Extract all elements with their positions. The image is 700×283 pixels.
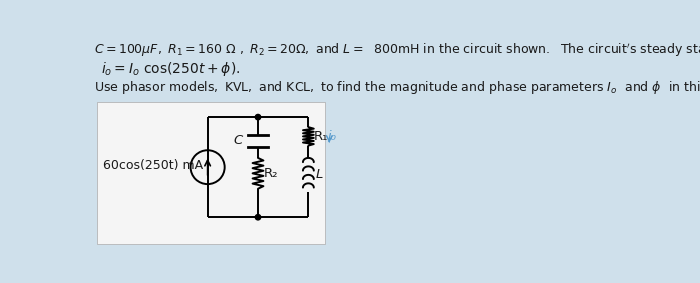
Circle shape bbox=[256, 114, 260, 120]
Text: R₂: R₂ bbox=[264, 167, 279, 180]
FancyBboxPatch shape bbox=[97, 102, 326, 244]
Text: i₀: i₀ bbox=[328, 130, 337, 143]
Text: C: C bbox=[233, 134, 242, 147]
Text: $C = 100\mu F,\ R_1 = 160\ \Omega\ ,\ R_2 = 20\Omega,\ \mathrm{and}\ L =\ \ 800\: $C = 100\mu F,\ R_1 = 160\ \Omega\ ,\ R_… bbox=[94, 42, 700, 59]
Text: 60cos(250t) mA: 60cos(250t) mA bbox=[103, 159, 203, 172]
Text: $\mathrm{Use\ phasor\ models,\ KVL,\ and\ KCL,\ to\ find\ the\ magnitude\ and\ p: $\mathrm{Use\ phasor\ models,\ KVL,\ and… bbox=[94, 80, 700, 97]
Text: $i_o = I_o\ \cos(250t + \phi).$: $i_o = I_o\ \cos(250t + \phi).$ bbox=[102, 60, 241, 78]
Text: R₁: R₁ bbox=[314, 130, 328, 143]
Circle shape bbox=[256, 215, 260, 220]
Text: L: L bbox=[315, 168, 323, 181]
